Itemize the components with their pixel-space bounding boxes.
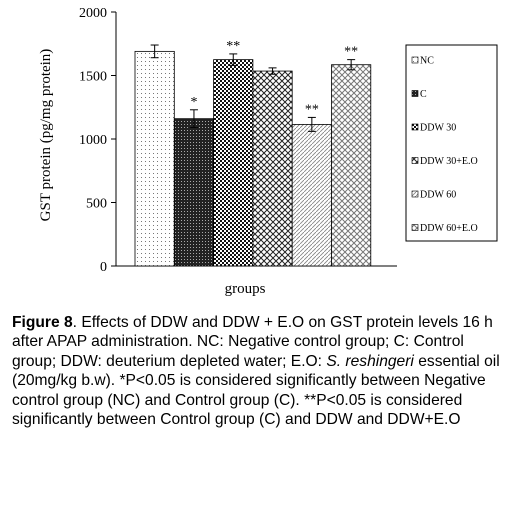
legend-label-6: DDW 60+E.O xyxy=(420,223,478,234)
caption-text-1: . Effects of DDW and DDW + E.O on GST pr… xyxy=(12,314,493,370)
gst-bar-chart: GST protein (pg/mg protein) 0 500 1000 1500… xyxy=(38,6,498,297)
y-tick-label: 1500 xyxy=(79,70,107,85)
caption-species: S. reshingeri xyxy=(326,352,414,370)
bar-4 xyxy=(252,70,293,267)
significance-marks: ******* xyxy=(190,39,358,118)
legend-swatch-1 xyxy=(411,56,419,64)
legend-swatch-3 xyxy=(411,123,419,131)
bar-series xyxy=(134,50,372,267)
legend-label-4: DDW 30+E.O xyxy=(420,156,478,167)
error-bars xyxy=(150,44,356,132)
y-tick-label: 500 xyxy=(86,197,107,212)
bar-6 xyxy=(331,64,372,267)
figure-label: Figure 8 xyxy=(12,314,73,331)
y-axis-label: GST protein (pg/mg protein) xyxy=(38,49,54,222)
bar-2 xyxy=(173,118,215,267)
legend-swatch-2 xyxy=(411,90,419,97)
legend-label-3: DDW 30 xyxy=(420,123,456,134)
significance-mark-6: ** xyxy=(344,45,358,60)
legend-label-1: NC xyxy=(420,56,434,67)
significance-mark-5: ** xyxy=(305,102,319,117)
figure-caption: Figure 8. Effects of DDW and DDW + E.O o… xyxy=(12,313,512,429)
significance-mark-2: * xyxy=(190,95,197,110)
significance-mark-3: ** xyxy=(226,39,240,54)
legend-swatch-5 xyxy=(411,190,419,198)
bar-3 xyxy=(213,59,254,267)
bar-5 xyxy=(291,123,332,267)
x-axis-label: groups xyxy=(225,281,266,297)
legend-swatch-6 xyxy=(411,224,419,231)
legend: NC C DDW 30 DDW 30+E.O DDW 60 DDW 60+E.O xyxy=(411,56,478,234)
legend-box xyxy=(405,44,498,242)
y-tick-label: 0 xyxy=(100,260,107,275)
y-tick-label: 2000 xyxy=(79,6,107,21)
bar-1 xyxy=(134,50,175,267)
y-axis-ticks: 0 500 1000 1500 2000 xyxy=(79,6,116,275)
caption-text-2: essential oil (20mg/kg b.w). *P<0.05 is … xyxy=(12,352,500,429)
legend-label-2: C xyxy=(420,89,427,100)
legend-label-5: DDW 60 xyxy=(420,190,456,201)
legend-swatch-4 xyxy=(411,157,419,164)
y-tick-label: 1000 xyxy=(79,133,107,148)
